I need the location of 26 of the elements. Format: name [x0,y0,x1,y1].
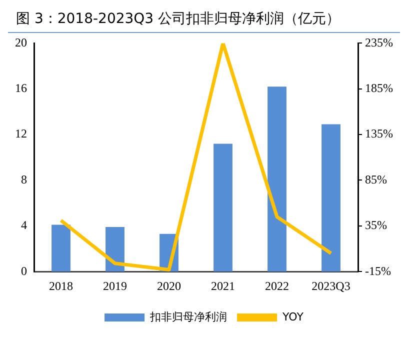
bar [268,86,286,272]
y-tick-label: 8 [21,172,27,186]
y2-tick-label: -15% [365,264,392,278]
y2-tick-label: 235% [365,35,394,50]
x-tick-label: 2018 [49,278,73,293]
bar [322,124,340,272]
bar [52,224,70,272]
y2-tick-label: 135% [365,126,394,141]
x-tick-label: 2021 [211,278,235,293]
bar [106,227,124,272]
x-tick-label: 2019 [103,278,127,293]
y2-tick-label: 85% [365,172,388,186]
x-tick-label: 2023Q3 [312,278,350,293]
y-tick-label: 12 [15,126,27,141]
y-tick-label: 0 [21,264,27,278]
legend-label: YOY [282,310,304,324]
y-tick-label: 4 [21,218,27,232]
y2-tick-label: 35% [365,218,388,232]
x-tick-label: 2022 [265,278,290,293]
chart-title: 图 3：2018-2023Q3 公司扣非归母净利润（亿元） [8,8,400,33]
x-tick-label: 2020 [157,278,181,293]
y-tick-label: 20 [15,35,27,50]
y2-tick-label: 185% [365,81,394,96]
bar [214,144,232,272]
legend-label: 扣非归母净利润 [149,310,228,324]
y-tick-label: 16 [15,81,27,96]
